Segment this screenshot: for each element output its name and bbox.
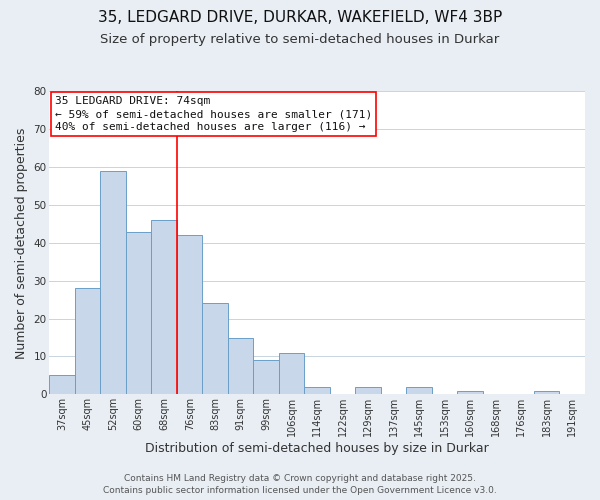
Text: Contains HM Land Registry data © Crown copyright and database right 2025.
Contai: Contains HM Land Registry data © Crown c… (103, 474, 497, 495)
Bar (279, 352, 304, 395)
Text: 35, LEDGARD DRIVE, DURKAR, WAKEFIELD, WF4 3BP: 35, LEDGARD DRIVE, DURKAR, WAKEFIELD, WF… (98, 10, 502, 25)
Text: 35 LEDGARD DRIVE: 74sqm
← 59% of semi-detached houses are smaller (171)
40% of s: 35 LEDGARD DRIVE: 74sqm ← 59% of semi-de… (55, 96, 372, 132)
Bar (75, 288, 100, 395)
Bar (100, 171, 126, 394)
Bar (228, 338, 253, 394)
Bar (457, 390, 483, 394)
Bar (253, 360, 279, 394)
Bar (177, 236, 202, 394)
Bar (534, 390, 559, 394)
Bar (49, 376, 75, 394)
Bar (406, 386, 432, 394)
Bar (202, 304, 228, 394)
X-axis label: Distribution of semi-detached houses by size in Durkar: Distribution of semi-detached houses by … (145, 442, 489, 455)
Bar (126, 232, 151, 394)
Text: Size of property relative to semi-detached houses in Durkar: Size of property relative to semi-detach… (100, 32, 500, 46)
Bar (304, 386, 330, 394)
Bar (355, 386, 381, 394)
Bar (151, 220, 177, 394)
Y-axis label: Number of semi-detached properties: Number of semi-detached properties (15, 127, 28, 358)
